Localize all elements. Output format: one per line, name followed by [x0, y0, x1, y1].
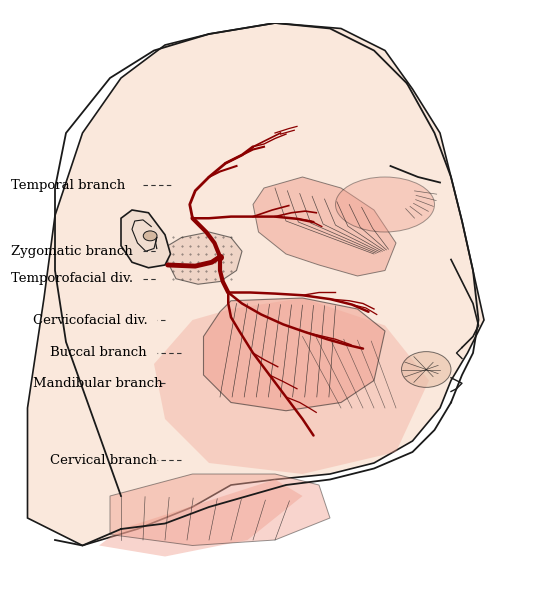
Ellipse shape — [336, 177, 434, 232]
Polygon shape — [121, 210, 170, 268]
Polygon shape — [99, 480, 302, 557]
Text: Temporofacial div.: Temporofacial div. — [11, 272, 133, 285]
Ellipse shape — [143, 231, 157, 241]
Polygon shape — [154, 298, 429, 474]
Text: Temporal branch: Temporal branch — [11, 179, 125, 192]
Polygon shape — [253, 177, 396, 276]
Text: Zygomatic branch: Zygomatic branch — [11, 245, 133, 257]
Polygon shape — [28, 23, 484, 545]
Polygon shape — [168, 232, 242, 284]
Text: Cervicofacial div.: Cervicofacial div. — [33, 313, 148, 327]
Text: Buccal branch: Buccal branch — [50, 346, 146, 359]
Ellipse shape — [402, 352, 451, 387]
Text: Cervical branch: Cervical branch — [50, 454, 156, 467]
Text: Mandibular branch: Mandibular branch — [33, 377, 163, 390]
Polygon shape — [204, 298, 385, 411]
Polygon shape — [110, 474, 330, 545]
